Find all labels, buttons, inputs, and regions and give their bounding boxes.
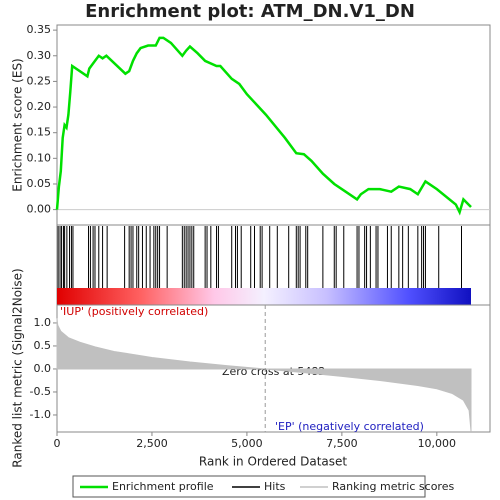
x-tick-label: 0 [54, 437, 61, 450]
y-tick-label: 0.00 [27, 203, 52, 216]
es-line [55, 36, 472, 216]
legend-label: Hits [264, 480, 286, 493]
y-tick-label: 0.30 [27, 49, 52, 62]
metric-axis-label: Ranked list metric (Signal2Noise) [11, 268, 25, 467]
y-tick-label: 0.20 [27, 100, 52, 113]
y-tick-label: 1.0 [34, 316, 52, 329]
x-tick-label: 10,000 [418, 437, 457, 450]
color-bar [57, 288, 471, 305]
y-tick-label: 0.5 [34, 339, 52, 352]
pos-label: 'IUP' (positively correlated) [60, 305, 208, 318]
y-tick-label: 0.05 [27, 177, 52, 190]
neg-label: 'EP' (negatively correlated) [275, 420, 424, 433]
y-tick-label: -1.0 [30, 408, 51, 421]
y-tick-label: 0.35 [27, 23, 52, 36]
x-tick-label: 2,500 [136, 437, 168, 450]
x-tick-label: 7,500 [326, 437, 358, 450]
y-tick-label: -0.5 [30, 385, 51, 398]
y-tick-label: 0.0 [34, 362, 52, 375]
y-tick-label: 0.10 [27, 151, 52, 164]
x-tick-label: 5,000 [231, 437, 263, 450]
y-tick-label: 0.25 [27, 74, 52, 87]
legend-label: Enrichment profile [112, 480, 214, 493]
chart-title: Enrichment plot: ATM_DN.V1_DN [85, 1, 415, 22]
es-axis-label: Enrichment score (ES) [11, 58, 25, 191]
x-axis-label: Rank in Ordered Dataset [199, 455, 347, 469]
y-tick-label: 0.15 [27, 126, 52, 139]
legend-label: Ranking metric scores [332, 480, 454, 493]
